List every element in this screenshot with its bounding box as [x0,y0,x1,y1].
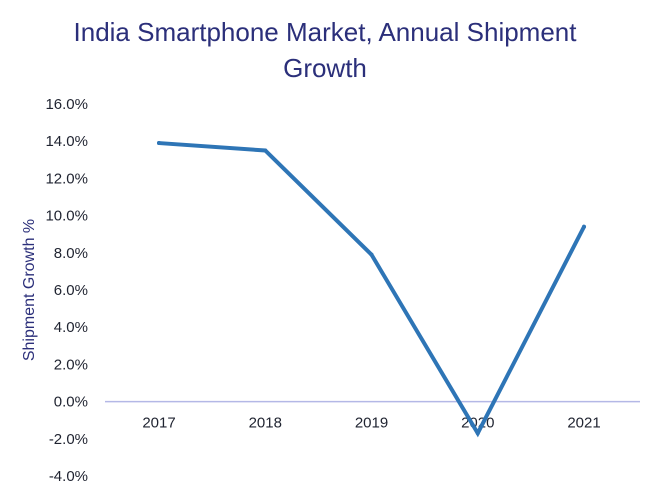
y-tick-label: 8.0% [54,245,88,262]
y-tick-label: -4.0% [49,468,88,485]
y-tick-label: 0.0% [54,394,88,411]
data-point [475,431,480,436]
x-axis-ticks: 2017 2018 2019 2020 2021 [142,415,600,432]
y-tick-label: 12.0% [45,170,88,187]
data-point [582,224,586,229]
x-tick-label: 2021 [567,415,600,432]
data-point [157,141,161,146]
data-point [369,252,374,257]
chart-title-line-2: Growth [283,53,367,83]
y-tick-label: 16.0% [45,96,88,113]
data-point [263,148,268,153]
series-line [157,141,586,438]
y-tick-label: 4.0% [54,319,88,336]
y-tick-label: 2.0% [54,356,88,373]
x-tick-label: 2017 [142,415,175,432]
y-tick-label: 14.0% [45,133,88,150]
chart-title: India Smartphone Market, Annual Shipment… [0,14,650,86]
y-tick-label: -2.0% [49,431,88,448]
y-tick-label: 10.0% [45,208,88,225]
y-axis-ticks: 16.0% 14.0% 12.0% 10.0% 8.0% 6.0% 4.0% 2.0% 0.0%… [45,96,88,485]
y-tick-label: 6.0% [54,282,88,299]
chart-title-line-1: India Smartphone Market, Annual Shipment [73,17,577,47]
series-group [157,141,586,438]
x-tick-label: 2019 [355,415,388,432]
y-axis-title: Shipment Growth % [21,219,38,361]
x-tick-label: 2018 [249,415,282,432]
